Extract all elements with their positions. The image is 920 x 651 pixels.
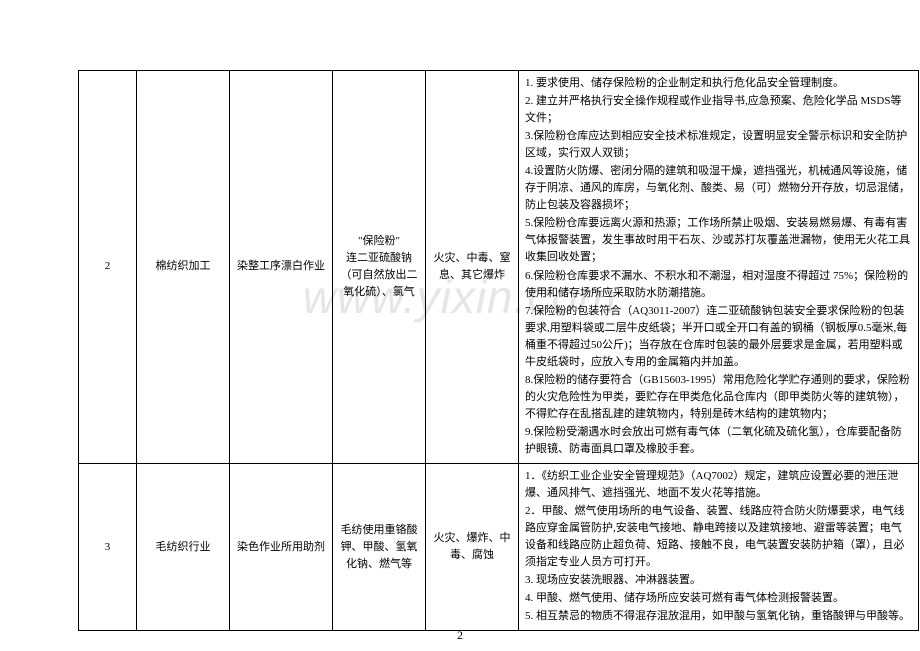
cell-material: "保险粉"连二亚硫酸钠（可自然放出二氧化硫）、氯气 [333,71,426,464]
page-number: 2 [0,628,920,643]
table-row: 2棉纺织加工染整工序漂白作业"保险粉"连二亚硫酸钠（可自然放出二氧化硫）、氯气火… [79,71,919,464]
cell-index: 2 [79,71,137,464]
table-row: 3毛纺织行业染色作业所用助剂毛纺使用重铬酸钾、甲酸、氢氧化钠、燃气等火灾、爆炸、… [79,464,919,631]
cell-category: 棉纺织加工 [137,71,230,464]
content-table: 2棉纺织加工染整工序漂白作业"保险粉"连二亚硫酸钠（可自然放出二氧化硫）、氯气火… [78,70,919,631]
cell-detail: 1．《纺织工业企业安全管理规范》（AQ7002）规定，建筑应设置必要的泄压泄爆、… [519,464,919,631]
cell-material: 毛纺使用重铬酸钾、甲酸、氢氧化钠、燃气等 [333,464,426,631]
cell-category: 毛纺织行业 [137,464,230,631]
document-page: www.yixin.com 2棉纺织加工染整工序漂白作业"保险粉"连二亚硫酸钠（… [0,0,920,651]
cell-detail: 1. 要求使用、储存保险粉的企业制定和执行危化品安全管理制度。2. 建立并严格执… [519,71,919,464]
cell-hazard: 火灾、中毒、窒息、其它爆炸 [426,71,519,464]
cell-work: 染整工序漂白作业 [230,71,333,464]
cell-work: 染色作业所用助剂 [230,464,333,631]
cell-hazard: 火灾、爆炸、中毒、腐蚀 [426,464,519,631]
cell-index: 3 [79,464,137,631]
